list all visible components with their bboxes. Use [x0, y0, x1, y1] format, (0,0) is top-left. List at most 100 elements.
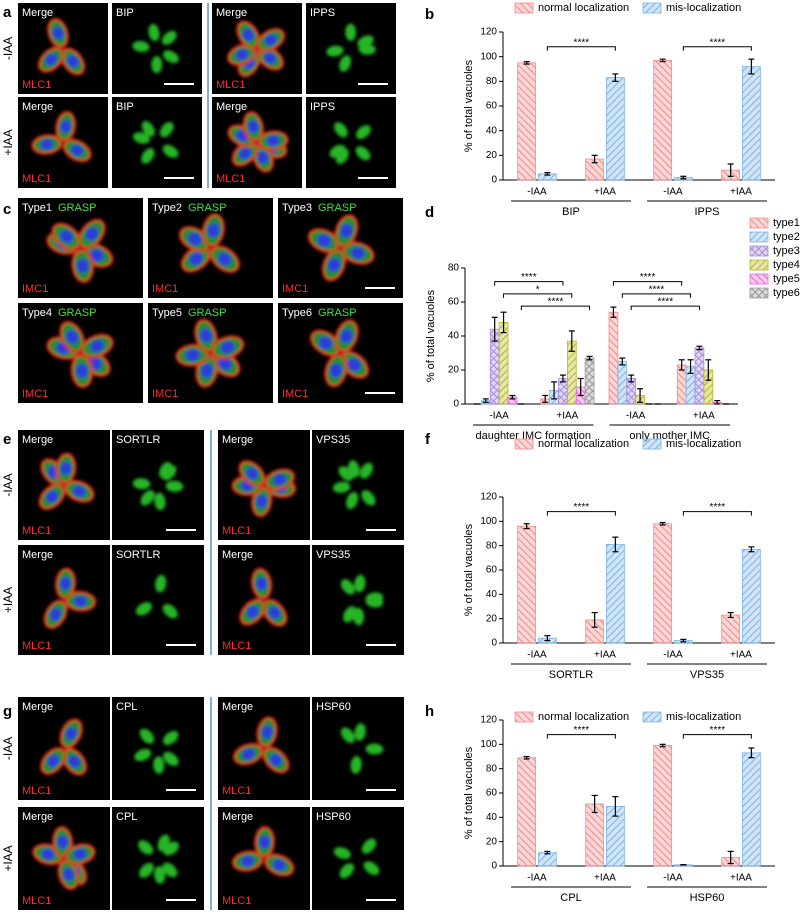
- micrograph: Merge MLC1: [218, 545, 310, 655]
- micrograph-background: [18, 807, 110, 910]
- y-tick-label: 120: [480, 715, 497, 726]
- y-tick-label: 100: [480, 516, 497, 527]
- micrograph: IPPS: [306, 97, 396, 188]
- legend-label: normal localization: [538, 438, 629, 450]
- image-label: Merge: [222, 701, 253, 713]
- micrograph-background: [112, 430, 204, 540]
- micrograph-background: [218, 697, 310, 800]
- legend-swatch: [514, 2, 534, 14]
- y-tick-label: 40: [486, 125, 498, 136]
- error-bar: [542, 394, 549, 403]
- error-bar: [523, 755, 530, 760]
- micrograph: Type4 GRASP IMC1: [18, 303, 143, 403]
- marker-label: MLC1: [222, 640, 251, 652]
- significance-label: ****: [574, 37, 590, 48]
- group-label: SORTLR: [549, 669, 593, 681]
- micrograph-background: [112, 97, 202, 188]
- error-bar: [659, 743, 666, 748]
- marker-label: MLC1: [222, 785, 251, 797]
- micrograph-background: [18, 3, 108, 94]
- micrograph: BIP: [112, 3, 202, 94]
- legend-swatch: [642, 2, 662, 14]
- micrograph: CPL: [112, 807, 204, 910]
- image-label: Merge: [22, 101, 53, 113]
- micrograph-signal: [226, 20, 286, 78]
- micrograph: VPS35: [312, 430, 404, 540]
- micrograph-signal: [135, 574, 178, 619]
- legend-swatch: [749, 259, 769, 271]
- significance-bracket: ****: [494, 272, 564, 286]
- error-bar: [523, 60, 530, 65]
- y-tick-label: 40: [486, 812, 498, 823]
- bar: [517, 525, 537, 644]
- legend-label: type2: [773, 231, 800, 243]
- error-bar: [544, 172, 551, 176]
- panel-letter: c: [3, 201, 11, 218]
- micrograph-signal: [46, 320, 114, 389]
- y-tick-label: 40: [486, 589, 498, 600]
- group-label: IPPS: [694, 206, 719, 218]
- bar: [537, 852, 557, 867]
- legend-label: normal localization: [538, 2, 629, 14]
- y-tick-label: 20: [486, 150, 498, 161]
- micrograph-signal: [340, 574, 384, 626]
- marker-label: MLC1: [216, 173, 245, 185]
- y-axis-label: % of total vacuoles: [463, 523, 475, 616]
- y-tick-label: 80: [486, 763, 498, 774]
- error-bar: [523, 523, 530, 530]
- bar: [517, 757, 537, 867]
- error-bar: [628, 374, 635, 383]
- error-bar: [748, 747, 755, 759]
- marker-label: MLC1: [22, 79, 51, 91]
- row-label: -IAA: [1, 737, 15, 760]
- legend-label: mis-localization: [666, 438, 741, 450]
- micrograph-background: [306, 3, 396, 94]
- micrograph-background: [112, 697, 204, 800]
- significance-label: ****: [649, 284, 665, 295]
- legend-label: mis-localization: [666, 711, 741, 723]
- legend-label: type3: [773, 245, 800, 257]
- micrograph: SORTLR: [112, 545, 204, 655]
- panel-letter: a: [3, 4, 12, 21]
- marker-label: MLC1: [22, 525, 51, 537]
- significance-bracket: ****: [520, 297, 591, 311]
- image-label: Merge: [222, 549, 253, 561]
- legend-label: normal localization: [538, 711, 629, 723]
- error-bar: [491, 316, 498, 342]
- legend-swatch: [514, 438, 534, 450]
- row-label: +IAA: [1, 587, 15, 613]
- image-label: SORTLR: [116, 549, 160, 561]
- error-bar: [714, 400, 721, 405]
- bar: [741, 752, 761, 867]
- bar: [605, 77, 625, 181]
- y-tick-label: 20: [486, 836, 498, 847]
- micrograph-background: [312, 697, 404, 800]
- group-label: CPL: [560, 892, 581, 904]
- x-tick-label: -IAA: [663, 650, 683, 661]
- error-bar: [591, 794, 598, 814]
- bar: [676, 364, 687, 405]
- y-tick-label: 20: [486, 613, 498, 624]
- error-bar: [612, 536, 619, 553]
- error-bar: [696, 345, 703, 351]
- x-tick-label: +IAA: [730, 873, 752, 884]
- legend-swatch: [749, 273, 769, 285]
- legend-swatch: [749, 287, 769, 299]
- marker-label: MLC1: [222, 895, 251, 907]
- micrograph-signal: [43, 567, 97, 630]
- error-bar: [637, 388, 644, 403]
- significance-bracket: ****: [546, 725, 616, 739]
- y-tick-label: 0: [453, 399, 459, 410]
- micrograph: Merge MLC1: [18, 545, 110, 655]
- micrograph: Merge MLC1: [212, 3, 302, 94]
- micrograph: Merge MLC1: [218, 697, 310, 800]
- image-label: Merge: [22, 701, 53, 713]
- micrograph-signal: [239, 567, 288, 627]
- marker-label: IMC1: [282, 283, 308, 295]
- image-label: Type6: [282, 307, 312, 319]
- image-label: Type3: [282, 202, 312, 214]
- image-label: CPL: [116, 701, 137, 713]
- marker-label: MLC1: [222, 525, 251, 537]
- micrograph-signal: [231, 825, 295, 877]
- y-tick-label: 120: [480, 492, 497, 503]
